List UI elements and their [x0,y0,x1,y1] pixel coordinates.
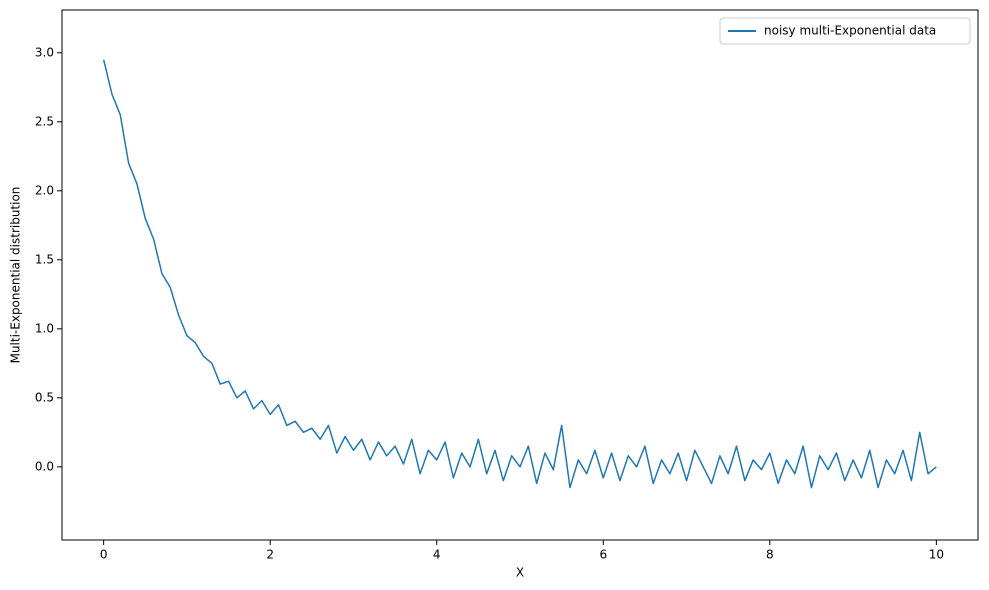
x-tick-label: 4 [433,548,441,562]
y-tick-label: 1.5 [35,252,54,266]
y-tick-label: 1.0 [35,321,54,335]
x-axis-label: X [516,566,524,580]
y-tick-label: 2.0 [35,183,54,197]
x-tick-label: 2 [266,548,274,562]
legend-label: noisy multi-Exponential data [764,24,936,38]
data-line [102,59,937,489]
x-tick-label: 0 [100,548,108,562]
legend-box [719,17,971,45]
y-axis-label: Multi-Exponential distribution [9,187,23,364]
x-tick-label: 10 [929,548,944,562]
y-tick-label: 0.5 [35,390,54,404]
x-tick-label: 8 [766,548,774,562]
y-tick-label: 0.0 [35,459,54,473]
y-tick-label: 3.0 [35,45,54,59]
x-tick-label: 6 [599,548,607,562]
plot-frame [61,9,979,541]
y-tick-label: 2.5 [35,114,54,128]
